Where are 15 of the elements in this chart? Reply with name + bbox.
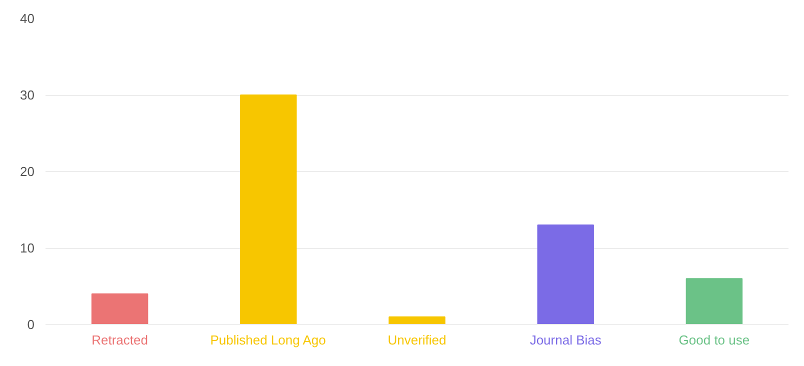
y-tick-label: 10 [20,240,35,256]
x-tick-label: Retracted [92,332,148,348]
x-tick-label: Published Long Ago [210,332,326,348]
bar [686,278,743,324]
y-tick-label: 0 [27,317,35,332]
bar [537,224,594,324]
bar [388,316,446,324]
bar [240,94,297,324]
bar [91,293,148,324]
x-tick-label: Journal Bias [530,332,602,348]
y-tick-label: 20 [20,164,35,179]
x-tick-label: Good to use [678,332,750,348]
y-tick-label: 40 [20,11,35,26]
y-tick-label: 30 [20,88,35,102]
x-tick-label: Unverified [388,332,446,348]
